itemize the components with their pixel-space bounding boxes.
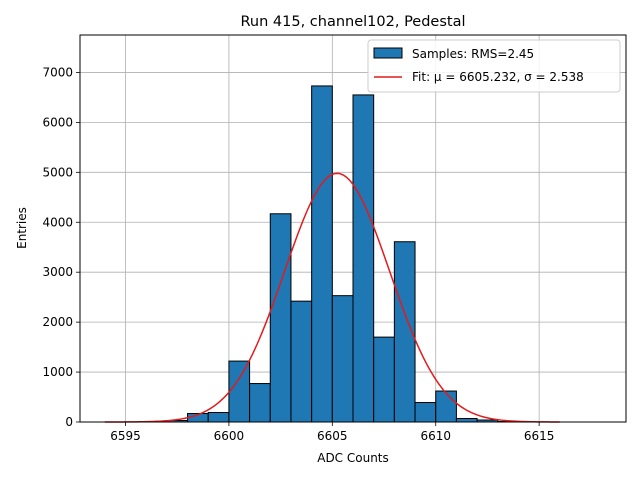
histogram-bar (269, 213, 292, 423)
histogram-bar (311, 85, 333, 423)
y-tick-label: 0 (65, 415, 73, 429)
y-tick-label: 1000 (42, 365, 73, 379)
histogram-bar (414, 402, 437, 423)
histogram-bars (145, 85, 519, 423)
x-tick-label: 6595 (110, 429, 141, 443)
y-tick-label: 6000 (42, 115, 73, 129)
histogram-bar (435, 390, 457, 423)
histogram-bar (207, 412, 230, 423)
legend-box (367, 39, 621, 93)
histogram-bar (352, 94, 375, 423)
y-axis-ticks: 0 1000 2000 3000 4000 5000 6000 7000 (42, 65, 80, 429)
x-tick-label: 6615 (524, 429, 555, 443)
y-tick-label: 3000 (42, 265, 73, 279)
histogram-bar (373, 336, 395, 423)
y-tick-label: 7000 (42, 65, 73, 79)
histogram-bar (249, 383, 271, 423)
y-tick-label: 5000 (42, 165, 73, 179)
legend-bar-swatch (373, 47, 403, 59)
y-tick-label: 4000 (42, 215, 73, 229)
y-axis-label: Entries (15, 207, 29, 249)
legend-samples-label: Samples: RMS=2.45 (412, 47, 534, 61)
plot-frame (79, 34, 627, 423)
gaussian-fit-line (104, 172, 560, 423)
x-tick-label: 6600 (214, 429, 245, 443)
chart-title: Run 415, channel102, Pedestal (240, 14, 465, 30)
x-tick-label: 6610 (420, 429, 451, 443)
x-axis-label: ADC Counts (317, 451, 389, 465)
legend: Samples: RMS=2.45 Fit: μ = 6605.232, σ =… (367, 39, 621, 93)
legend-fit-label: Fit: μ = 6605.232, σ = 2.538 (412, 70, 584, 84)
histogram-bar (228, 360, 251, 423)
y-tick-label: 2000 (42, 315, 73, 329)
x-tick-label: 6605 (317, 429, 348, 443)
histogram-bar (331, 295, 354, 423)
histogram-bar (455, 418, 478, 423)
histogram-bar (290, 300, 313, 423)
x-axis-ticks: 6595 6600 6605 6610 6615 (110, 422, 554, 443)
